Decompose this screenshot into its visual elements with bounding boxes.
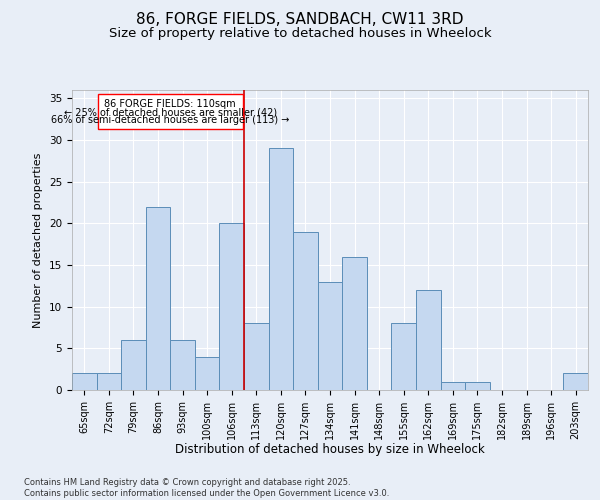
Bar [97, 374, 121, 390]
Bar [342, 256, 367, 390]
Bar [244, 324, 269, 390]
Text: Size of property relative to detached houses in Wheelock: Size of property relative to detached ho… [109, 28, 491, 40]
Bar [440, 382, 465, 390]
Bar [416, 290, 440, 390]
Bar [72, 374, 97, 390]
Bar [170, 340, 195, 390]
Bar [195, 356, 220, 390]
Text: Contains HM Land Registry data © Crown copyright and database right 2025.
Contai: Contains HM Land Registry data © Crown c… [24, 478, 389, 498]
Bar [121, 340, 146, 390]
Bar [269, 148, 293, 390]
Text: Distribution of detached houses by size in Wheelock: Distribution of detached houses by size … [175, 442, 485, 456]
Bar [146, 206, 170, 390]
Bar [391, 324, 416, 390]
Bar [98, 94, 243, 129]
Bar [465, 382, 490, 390]
Text: 86 FORGE FIELDS: 110sqm: 86 FORGE FIELDS: 110sqm [104, 99, 236, 109]
Bar [293, 232, 318, 390]
Text: ← 25% of detached houses are smaller (42): ← 25% of detached houses are smaller (42… [64, 108, 277, 118]
Bar [563, 374, 588, 390]
Y-axis label: Number of detached properties: Number of detached properties [34, 152, 43, 328]
Text: 66% of semi-detached houses are larger (113) →: 66% of semi-detached houses are larger (… [51, 116, 289, 126]
Bar [220, 224, 244, 390]
Bar [318, 282, 342, 390]
Text: 86, FORGE FIELDS, SANDBACH, CW11 3RD: 86, FORGE FIELDS, SANDBACH, CW11 3RD [136, 12, 464, 28]
